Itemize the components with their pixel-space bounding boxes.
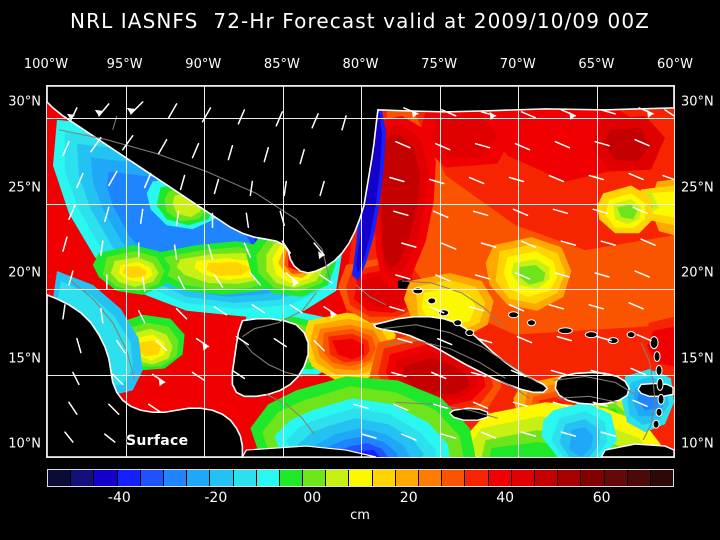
lon-tick-label: 95°W: [106, 57, 143, 72]
gridline-lon-70w: [518, 86, 519, 457]
lon-tick-label: 70°W: [499, 57, 536, 72]
colorbar-cell: [395, 470, 419, 486]
annotation-line-1: Surface: [126, 433, 189, 450]
gridline-lon-90w: [204, 86, 205, 457]
colorbar: [47, 469, 674, 487]
colorbar-cell: [94, 470, 118, 486]
gridline-lon-85w: [282, 86, 284, 457]
lat-tick-label-right: 25°N: [681, 180, 714, 196]
lat-tick-label-right: 15°N: [681, 351, 714, 367]
map-plot-area: Surface Elevation: [46, 85, 675, 458]
lon-tick-label: 85°W: [263, 57, 300, 72]
map-annotation-surface-elevation: Surface Elevation: [126, 388, 202, 457]
colorbar-tick-label: -40: [107, 490, 131, 506]
colorbar-cell: [604, 470, 628, 486]
colorbar-cell: [488, 470, 512, 486]
colorbar-cell: [233, 470, 257, 486]
colorbar-cell: [419, 470, 443, 486]
gridline-lat-25n: [47, 204, 674, 205]
colorbar-tick-label: 40: [496, 490, 515, 506]
lat-tick-label-right: 20°N: [681, 265, 714, 281]
lon-tick-label: 100°W: [23, 57, 69, 72]
lon-tick-label: 65°W: [578, 57, 615, 72]
colorbar-cell: [581, 470, 605, 486]
lon-tick-label: 80°W: [342, 57, 379, 72]
gridline-lat-20n: [47, 289, 674, 290]
colorbar-cell: [256, 470, 280, 486]
lat-tick-label-right: 10°N: [681, 436, 714, 452]
lon-tick-label: 90°W: [185, 57, 222, 72]
colorbar-cell: [650, 470, 674, 486]
colorbar-cell: [140, 470, 164, 486]
colorbar-cell: [442, 470, 466, 486]
colorbar-cell: [326, 470, 350, 486]
colorbar-cell: [210, 470, 234, 486]
page-title: NRL IASNFS 72-Hr Forecast valid at 2009/…: [70, 9, 650, 33]
colorbar-unit-label: cm: [350, 508, 370, 523]
gridline-lon-95w: [125, 86, 127, 457]
colorbar-cell: [627, 470, 651, 486]
colorbar-cell: [349, 470, 373, 486]
colorbar-cell: [465, 470, 489, 486]
colorbar-cell: [117, 470, 141, 486]
lat-tick-label-right: 30°N: [681, 94, 714, 110]
colorbar-cell: [372, 470, 396, 486]
lat-tick-label-left: 15°N: [8, 351, 41, 367]
colorbar-cell: [511, 470, 535, 486]
colorbar-cell: [163, 470, 188, 486]
lat-tick-label-left: 20°N: [8, 265, 41, 281]
map-field-canvas: Surface Elevation: [47, 86, 674, 457]
lat-tick-label-left: 25°N: [8, 180, 41, 196]
gridline-lon-65w: [596, 86, 598, 457]
colorbar-cell: [558, 470, 582, 486]
colorbar-cell: [71, 470, 95, 486]
colorbar-cell: [48, 470, 72, 486]
colorbar-tick-label: 60: [592, 490, 611, 506]
colorbar-tick-label: 20: [399, 490, 418, 506]
gridline-lat-15n: [47, 375, 674, 376]
colorbar-cell: [534, 470, 559, 486]
lat-tick-label-left: 30°N: [8, 94, 41, 110]
colorbar-cell: [279, 470, 304, 486]
colorbar-tick-label: 00: [303, 490, 322, 506]
gridline-lat-30n: [47, 118, 674, 119]
gridline-lon-80w: [361, 86, 362, 457]
colorbar-tick-label: -20: [204, 490, 228, 506]
lon-tick-label: 75°W: [421, 57, 458, 72]
lon-tick-label: 60°W: [657, 57, 693, 72]
gridline-lon-75w: [439, 86, 441, 457]
lat-tick-label-left: 10°N: [8, 436, 41, 452]
colorbar-cell: [303, 470, 327, 486]
colorbar-cell: [187, 470, 211, 486]
